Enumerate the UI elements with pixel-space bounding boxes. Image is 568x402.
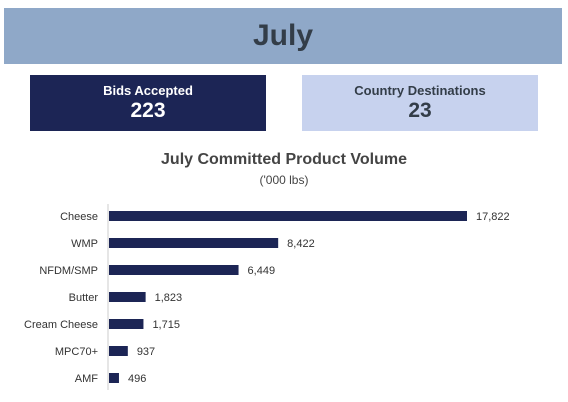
bar — [109, 211, 467, 221]
bar — [109, 319, 144, 329]
data-label: 1,823 — [155, 292, 183, 304]
data-label: 937 — [137, 346, 155, 358]
data-label: 496 — [128, 373, 146, 385]
month-banner: July — [4, 8, 562, 64]
bar — [109, 346, 128, 356]
category-label: Butter — [69, 292, 99, 304]
bids-accepted-card: Bids Accepted 223 — [30, 75, 266, 131]
category-label: WMP — [71, 238, 98, 250]
bids-accepted-value: 223 — [130, 99, 166, 122]
category-label: AMF — [75, 373, 99, 385]
data-label: 1,715 — [152, 319, 180, 331]
month-title: July — [252, 19, 314, 52]
bar — [109, 292, 146, 302]
data-label: 6,449 — [248, 265, 276, 277]
country-destinations-value: 23 — [408, 99, 432, 122]
category-label: Cheese — [60, 211, 98, 223]
category-label: Cream Cheese — [24, 319, 98, 331]
category-label: MPC70+ — [55, 346, 98, 358]
bar — [109, 265, 239, 275]
data-label: 17,822 — [476, 211, 510, 223]
data-label: 8,422 — [287, 238, 315, 250]
bar — [109, 373, 119, 383]
category-label: NFDM/SMP — [39, 265, 98, 277]
bar — [109, 238, 279, 248]
country-destinations-card: Country Destinations 23 — [302, 75, 538, 131]
country-destinations-label: Country Destinations — [354, 83, 486, 98]
chart-title: July Committed Product Volume — [161, 151, 407, 168]
bids-accepted-label: Bids Accepted — [103, 83, 193, 98]
chart-subtitle: ('000 lbs) — [259, 173, 309, 187]
